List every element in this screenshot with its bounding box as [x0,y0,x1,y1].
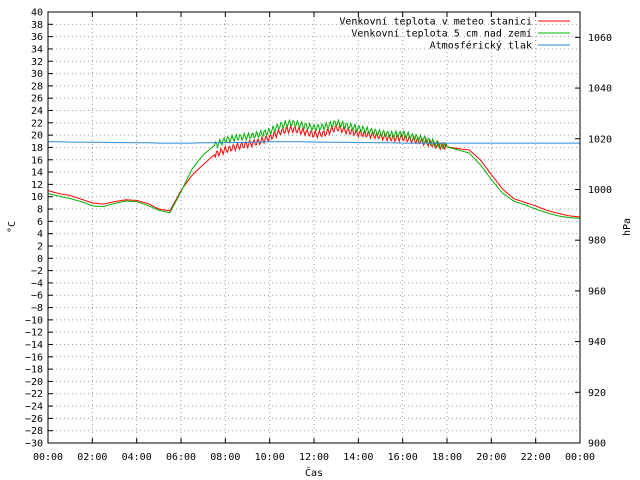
y-tick-label-left: 30 [31,69,43,80]
y-tick-label-left: 24 [31,106,43,117]
y-tick-label-left: −30 [25,439,43,450]
x-tick-label: 04:00 [122,452,152,463]
y-tick-label-left: −24 [25,402,43,413]
y-tick-label-left: 32 [31,57,43,68]
y-tick-label-right: 1000 [588,185,612,196]
tick-labels: 00:00 02:00 04:00 06:00 08:00 10:00 12:00 14:00… [25,8,612,464]
y-tick-label-left: −4 [31,278,43,289]
y-tick-label-right: 960 [588,286,606,297]
legend-label: Atmosférický tlak [430,40,532,52]
y-axis-label-right: hPa [622,218,633,236]
y-tick-label-right: 940 [588,337,606,348]
y-tick-label-left: 14 [31,168,43,179]
x-tick-label: 20:00 [476,452,506,463]
x-tick-label: 16:00 [388,452,418,463]
x-tick-label: 14:00 [343,452,373,463]
x-tick-label: 02:00 [77,452,107,463]
x-tick-label: 22:00 [521,452,551,463]
y-tick-label-right: 1060 [588,33,612,44]
y-tick-label-left: 38 [31,20,43,31]
y-tick-label-left: −12 [25,328,43,339]
y-tick-label-right: 980 [588,236,606,247]
x-tick-label: 18:00 [432,452,462,463]
y-tick-label-left: −16 [25,352,43,363]
x-tick-label: 10:00 [255,452,285,463]
y-tick-label-left: −22 [25,389,43,400]
y-tick-label-left: −8 [31,303,43,314]
y-tick-label-left: 6 [37,217,43,228]
legend: Venkovní teplota v meteo staniciVenkovní… [339,16,570,52]
grid [48,12,580,443]
legend-label: Venkovní teplota 5 cm nad zemí [351,28,532,40]
series-line [47,118,581,219]
y-tick-label-right: 920 [588,388,606,399]
y-tick-label-left: 40 [31,8,43,19]
y-tick-label-left: 36 [31,32,43,43]
y-tick-label-right: 1040 [588,84,612,95]
x-tick-label: 00:00 [565,452,595,463]
y-tick-label-left: 10 [31,192,43,203]
y-tick-label-left: 22 [31,118,43,129]
series-layer [47,118,581,219]
y-tick-label-left: −2 [31,266,43,277]
x-axis-label: Čas [305,466,323,479]
x-tick-label: 08:00 [210,452,240,463]
y-tick-label-left: −26 [25,414,43,425]
y-axis-label-left: °C [7,221,18,233]
series-line [47,123,581,218]
y-tick-label-left: 28 [31,81,43,92]
y-tick-label-left: 2 [37,241,43,252]
y-tick-label-left: 4 [37,229,43,240]
y-tick-label-left: −6 [31,291,43,302]
legend-label: Venkovní teplota v meteo stanici [339,16,532,28]
y-tick-label-left: −20 [25,377,43,388]
y-tick-label-left: 16 [31,155,43,166]
x-tick-label: 00:00 [33,452,63,463]
y-tick-label-left: −18 [25,365,43,376]
y-tick-label-left: −14 [25,340,43,351]
y-tick-label-left: 0 [37,254,43,265]
y-tick-label-left: 8 [37,205,43,216]
y-tick-label-left: −28 [25,426,43,437]
y-tick-label-right: 900 [588,439,606,450]
x-tick-label: 06:00 [166,452,196,463]
y-tick-label-left: 34 [31,44,43,55]
y-tick-label-left: 20 [31,131,43,142]
series-line [48,141,580,144]
y-tick-label-left: 26 [31,94,43,105]
y-tick-label-left: 12 [31,180,43,191]
x-tick-label: 12:00 [299,452,329,463]
y-tick-label-right: 1020 [588,134,612,145]
y-tick-label-left: −10 [25,315,43,326]
y-tick-label-left: 18 [31,143,43,154]
